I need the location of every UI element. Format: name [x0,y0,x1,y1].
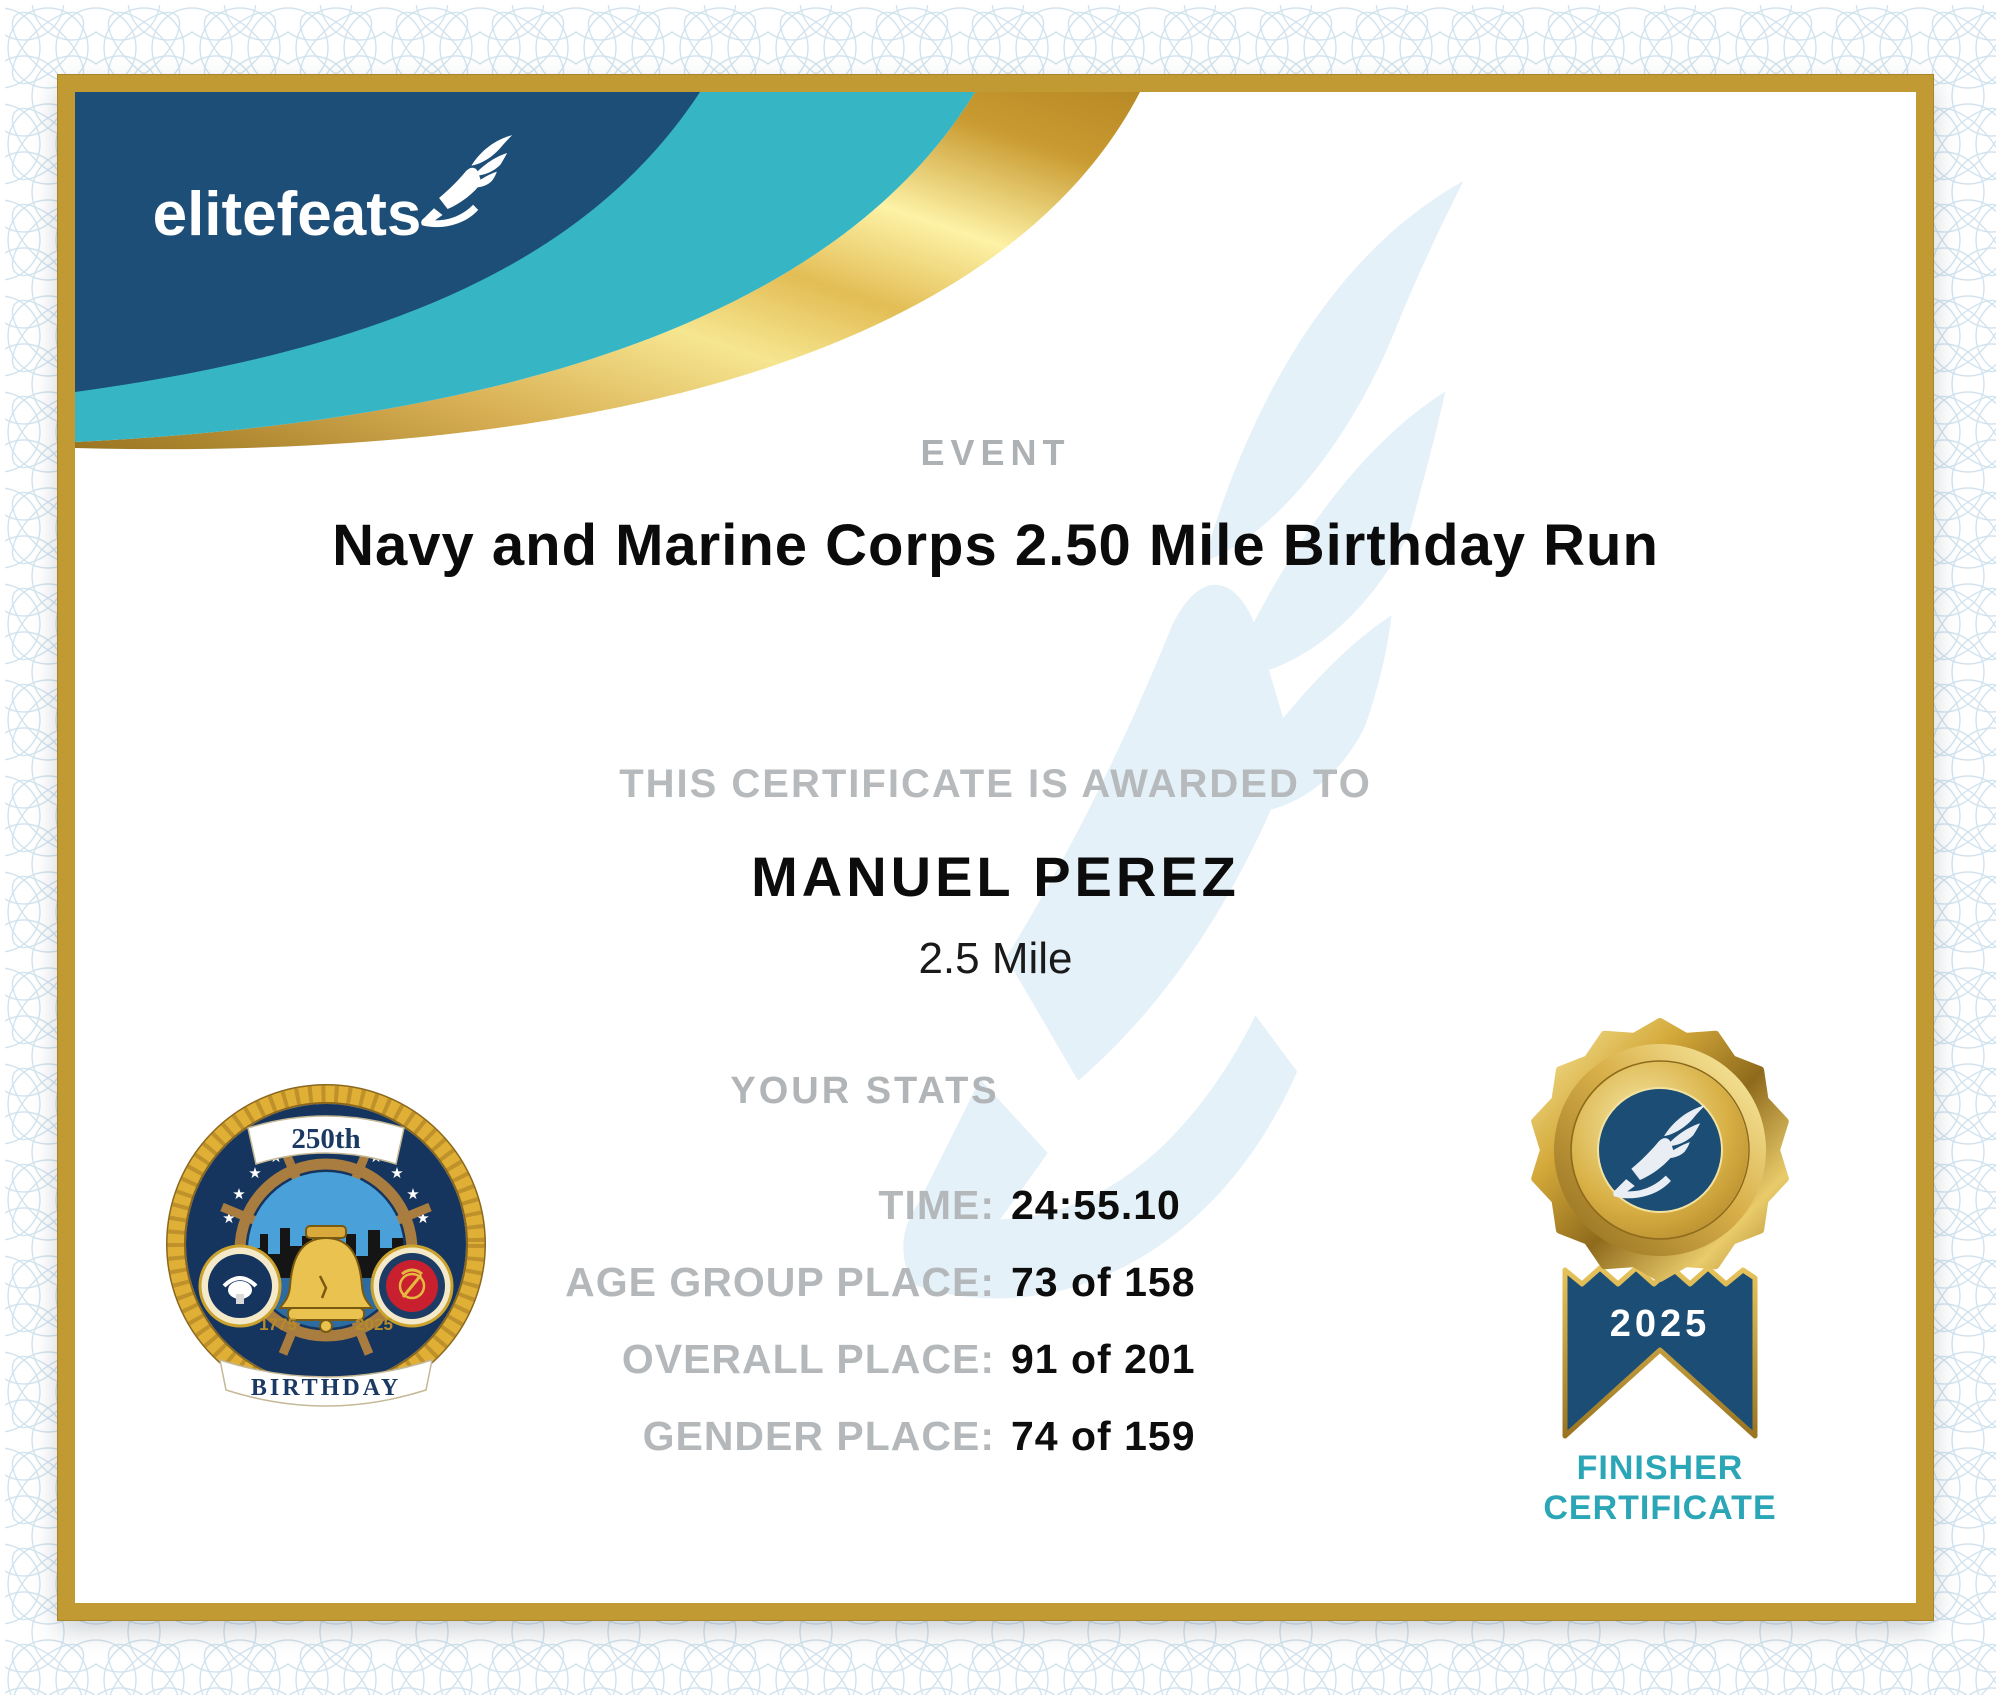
stat-value: 74 of 159 [1011,1413,1196,1459]
stat-value: 91 of 201 [1011,1336,1196,1382]
stats-heading: YOUR STATS [730,1070,1000,1112]
stats-list: TIME: 24:55.10 AGE GROUP PLACE: 73 of 15… [355,1183,1295,1491]
gold-frame: elitefeats EVENT Navy and Marine Corps 2… [58,75,1933,1620]
stat-value: 73 of 158 [1011,1259,1196,1305]
distance-label: 2.5 Mile [918,934,1073,983]
seal-banner-text: BIRTHDAY [251,1375,401,1401]
liberty-bell [278,1225,374,1333]
stat-label: TIME: [878,1182,995,1228]
svg-text:★: ★ [390,1165,403,1182]
stat-value: 24:55.10 [1011,1182,1181,1228]
navy-wave [75,92,700,392]
stat-row-gender-place: GENDER PLACE: 74 of 159 [355,1414,1295,1458]
brand-logo-text: elitefeats [153,180,422,249]
svg-text:★: ★ [248,1165,261,1182]
seal-year-from: 1775 [259,1315,297,1334]
certificate-body: elitefeats EVENT Navy and Marine Corps 2… [75,92,1916,1603]
gold-wave [75,92,1140,450]
navy-emblem [198,1244,282,1328]
award-intro: THIS CERTIFICATE IS AWARDED TO [619,762,1372,806]
medal-caption-line2: CERTIFICATE [1543,1489,1777,1527]
medal-year: 2025 [1610,1303,1711,1345]
seal-year-to: 2025 [355,1315,393,1334]
svg-text:★: ★ [232,1186,245,1203]
navy-marine-250th-seal: ★★★ ★★★ ★★★ ★★ [166,1084,486,1407]
medal-ribbon: 2025 [1562,1265,1758,1439]
event-label: EVENT [920,432,1071,473]
medal-caption: FINISHER CERTIFICATE [1495,1448,1825,1528]
event-title: Navy and Marine Corps 2.50 Mile Birthday… [332,513,1659,578]
marine-corps-emblem [370,1244,454,1328]
seal-bottom-banner: BIRTHDAY [219,1358,433,1407]
medal-caption-line1: FINISHER [1576,1449,1744,1487]
seal-anniversary-text: 250th [291,1123,360,1155]
stat-label: AGE GROUP PLACE: [565,1259,995,1305]
header-wave-decoration: elitefeats [75,92,1140,450]
svg-text:★: ★ [406,1186,419,1203]
finisher-medal: 2025 [1531,1018,1789,1439]
medal-rosette [1531,1018,1789,1282]
recipient-name: MANUEL PEREZ [751,845,1240,908]
stat-row-time: TIME: 24:55.10 [355,1183,1295,1227]
stat-row-age-group-place: AGE GROUP PLACE: 73 of 158 [355,1260,1295,1304]
stat-label: OVERALL PLACE: [621,1336,995,1382]
brand-logo: elitefeats [153,135,513,249]
stat-label: GENDER PLACE: [642,1413,995,1459]
stat-row-overall-place: OVERALL PLACE: 91 of 201 [355,1337,1295,1381]
seal-top-banner: 250th [247,1115,405,1165]
